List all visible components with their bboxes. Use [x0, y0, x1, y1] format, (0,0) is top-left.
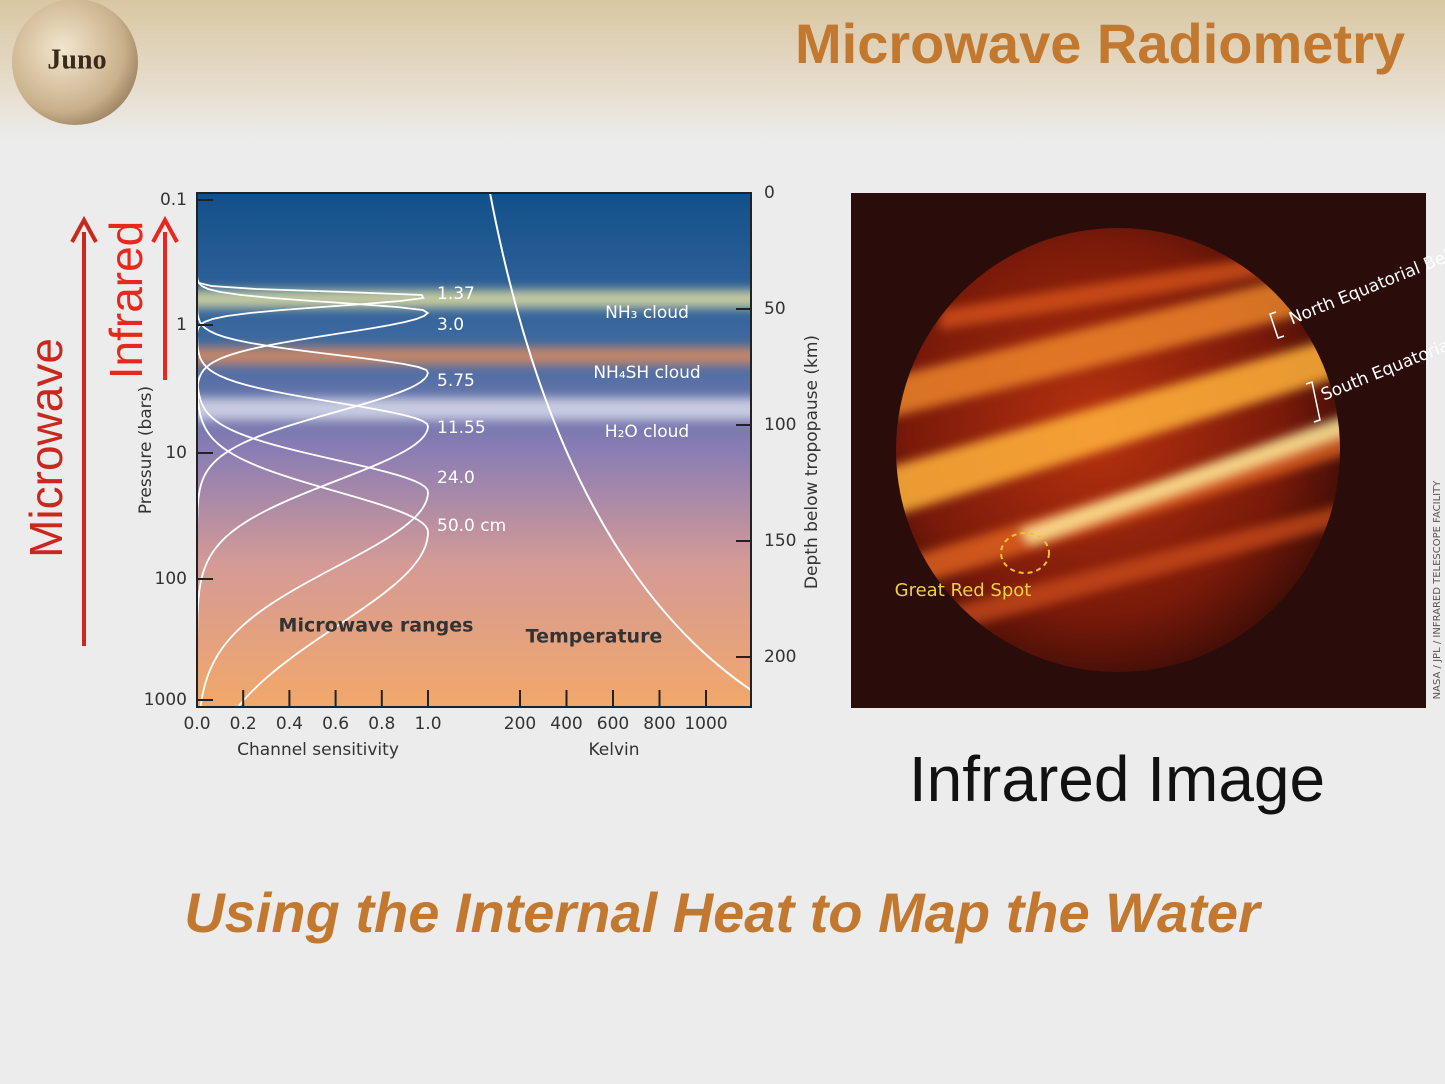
logo [12, 0, 138, 125]
cloud-bands [197, 290, 751, 420]
axis-label: Kelvin [588, 740, 639, 760]
temperature-curve [489, 193, 751, 691]
weighting-curve [197, 193, 429, 707]
arrowhead [70, 215, 98, 243]
arrowhead [151, 215, 179, 243]
channel-label: 50.0 cm [437, 516, 506, 536]
channel-label: 11.55 [437, 418, 486, 438]
axis-label: Depth below tropopause (km) [802, 335, 822, 589]
tick-label: 0.0 [183, 714, 210, 734]
tick-label: 600 [597, 714, 629, 734]
figure: Pressure (bars) Depth below tropopause (… [136, 183, 822, 760]
tick-label: 0.1 [160, 190, 187, 210]
spot-label: Great Red Spot [895, 580, 1032, 601]
side-label: Infrared [100, 221, 152, 380]
cloud-band [197, 347, 751, 365]
tick-label: 1000 [144, 690, 187, 710]
tick-label: 400 [550, 714, 582, 734]
plot-area [197, 193, 751, 707]
tick-label: 0.6 [322, 714, 349, 734]
side-label: Microwave [20, 338, 72, 558]
tick-label: 0.8 [368, 714, 395, 734]
cloud-label: NH₃ cloud [605, 303, 689, 323]
tick-label: 100 [764, 415, 796, 435]
label: Microwave ranges [279, 615, 474, 637]
channel-label: 3.0 [437, 315, 464, 335]
tick-label: 100 [155, 569, 187, 589]
cloud-label: H₂O cloud [605, 422, 689, 442]
tick-label: 150 [764, 531, 796, 551]
tick-label: 200 [504, 714, 536, 734]
planet [896, 228, 1340, 672]
cloud-band [197, 290, 751, 308]
credit: NASA / JPL / INFRARED TELESCOPE FACILITY [1432, 480, 1443, 700]
tick-label: 1 [176, 315, 187, 335]
spot-marker [1000, 532, 1050, 574]
tick-label: 10 [165, 443, 187, 463]
header-band [0, 0, 1445, 140]
tick-label: 1000 [684, 714, 727, 734]
logo-text: Juno [47, 44, 106, 75]
label: Temperature [526, 626, 663, 648]
tick-label: 1.0 [414, 714, 441, 734]
channel-label: 1.37 [437, 284, 475, 304]
tick-label: 0.2 [230, 714, 257, 734]
channel-label: 24.0 [437, 468, 475, 488]
tick-label: 0.4 [276, 714, 303, 734]
axis-label: Pressure (bars) [136, 386, 156, 514]
channel-label: 5.75 [437, 371, 475, 391]
weighting-curve [197, 193, 429, 706]
axis-label: Channel sensitivity [237, 740, 399, 760]
tick-label: 50 [764, 299, 786, 319]
bracket [1305, 381, 1321, 423]
tick-label: 0 [764, 183, 775, 203]
subtitle: Using the Internal Heat to Map the Water [184, 881, 1263, 944]
weighting-curve [197, 193, 429, 707]
title: Microwave Radiometry [795, 12, 1405, 75]
caption: Infrared Image [909, 743, 1325, 815]
cloud-label: NH₄SH cloud [593, 363, 700, 383]
planet-bands [896, 250, 1340, 645]
tick-label: 200 [764, 647, 796, 667]
tick-label: 800 [643, 714, 675, 734]
plot-frame [196, 192, 752, 708]
bracket [1269, 311, 1285, 339]
cloud-band [197, 398, 751, 420]
